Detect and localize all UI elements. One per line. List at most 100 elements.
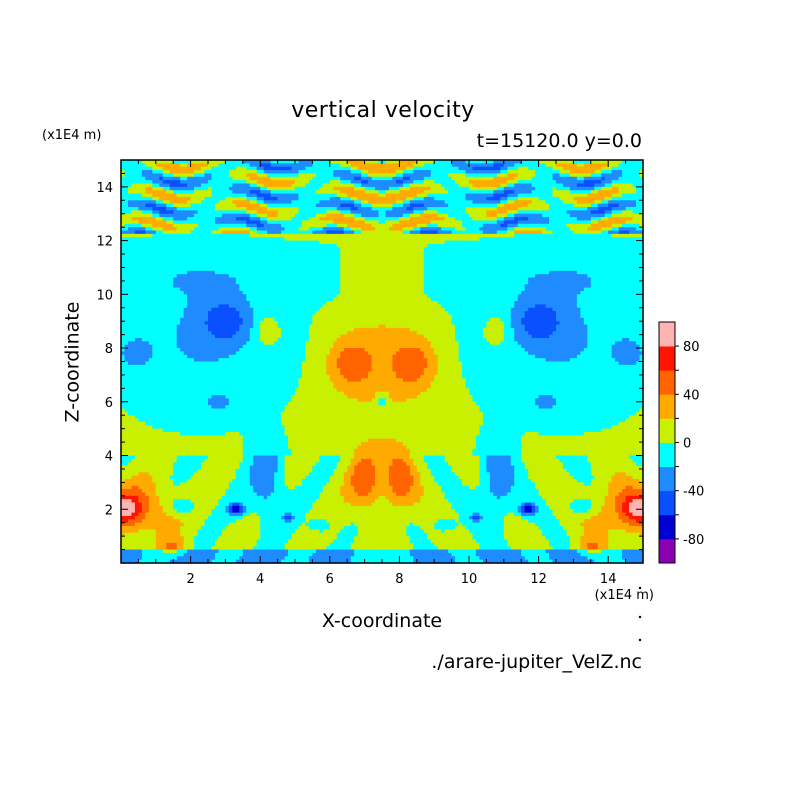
field-cell — [239, 213, 244, 218]
field-cell — [288, 160, 293, 164]
field-cell — [246, 200, 251, 205]
field-cell — [225, 203, 230, 208]
field-cell — [430, 220, 435, 225]
field-cell — [201, 247, 206, 252]
field-cell — [493, 267, 498, 272]
field-cell — [141, 267, 146, 272]
field-cell — [420, 163, 425, 168]
field-cell — [451, 210, 456, 215]
field-cell — [180, 227, 185, 232]
field-cell — [274, 254, 279, 258]
field-cell — [347, 233, 352, 238]
field-cell — [145, 220, 150, 225]
field-cell — [270, 200, 275, 205]
field-cell — [256, 163, 261, 168]
field-cell — [333, 247, 338, 252]
field-cell — [295, 247, 300, 252]
field-cell — [507, 203, 512, 208]
field-cell — [636, 220, 641, 225]
field-cell — [260, 227, 265, 232]
field-cell — [159, 257, 164, 262]
field-cell — [618, 207, 623, 211]
field-cell — [458, 166, 463, 171]
field-cell — [510, 227, 515, 232]
field-cell — [221, 230, 226, 235]
field-cell — [124, 190, 129, 195]
field-cell — [489, 223, 494, 228]
field-cell — [531, 186, 536, 191]
field-cell — [395, 264, 400, 269]
field-cell — [545, 163, 550, 168]
field-cell — [159, 237, 164, 242]
field-cell — [392, 260, 397, 265]
field-cell — [169, 240, 174, 245]
field-cell — [392, 200, 397, 205]
field-cell — [632, 193, 637, 198]
field-cell — [218, 250, 223, 255]
field-cell — [382, 183, 387, 188]
field-cell — [430, 247, 435, 252]
field-cell — [559, 237, 564, 242]
field-cell — [295, 196, 300, 201]
field-cell — [549, 200, 554, 205]
field-cell — [375, 173, 380, 178]
field-cell — [159, 163, 164, 168]
field-cell — [552, 260, 557, 265]
field-cell — [312, 180, 317, 185]
field-cell — [350, 203, 355, 208]
field-cell — [636, 176, 641, 181]
field-cell — [507, 260, 512, 265]
field-cell — [305, 267, 310, 272]
field-cell — [385, 176, 390, 181]
field-cell — [632, 254, 637, 258]
field-cell — [169, 196, 174, 201]
field-cell — [601, 213, 606, 218]
field-cell — [329, 170, 334, 175]
field-cell — [183, 247, 188, 252]
field-cell — [482, 173, 487, 178]
field-cell — [388, 207, 394, 211]
field-cell — [559, 183, 564, 188]
field-cell — [427, 254, 432, 258]
field-cell — [472, 186, 477, 191]
field-cell — [201, 196, 206, 201]
field-cell — [594, 186, 599, 191]
field-cell — [535, 247, 540, 252]
field-cell — [458, 247, 463, 252]
field-cell — [295, 210, 300, 215]
field-cell — [510, 220, 515, 225]
field-cell — [524, 223, 529, 228]
field-cell — [239, 247, 244, 252]
field-cell — [173, 217, 178, 222]
field-cell — [594, 176, 599, 181]
field-cell — [639, 160, 644, 164]
field-cell — [496, 163, 501, 168]
field-cell — [451, 203, 456, 208]
field-cell — [180, 250, 185, 255]
field-cell — [594, 190, 599, 195]
field-cell — [194, 180, 199, 185]
field-cell — [187, 223, 192, 228]
field-cell — [608, 243, 613, 248]
field-cell — [416, 254, 421, 258]
field-cell — [183, 186, 188, 191]
field-cell — [347, 173, 352, 178]
field-cell — [308, 200, 313, 205]
field-cell — [253, 243, 258, 248]
field-cell — [451, 217, 456, 222]
field-cell — [444, 196, 449, 201]
field-cell — [545, 170, 550, 175]
field-cell — [469, 196, 474, 201]
field-cell — [514, 183, 519, 188]
field-cell — [382, 233, 387, 238]
field-cell — [197, 173, 202, 178]
field-cell — [451, 264, 456, 269]
field-cell — [604, 260, 609, 265]
field-cell — [583, 247, 588, 252]
field-cell — [444, 217, 449, 222]
field-cell — [183, 173, 188, 178]
field-cell — [270, 230, 275, 235]
field-cell — [590, 166, 595, 171]
field-cell — [430, 203, 435, 208]
field-cell — [427, 210, 432, 215]
